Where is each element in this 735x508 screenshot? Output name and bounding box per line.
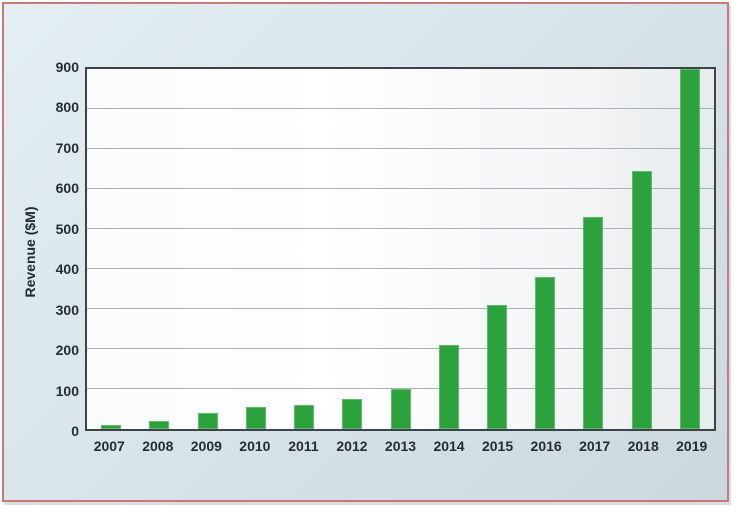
bar-2016: [535, 277, 556, 429]
bar-slot-2009: [183, 69, 231, 429]
gridline-300: [87, 308, 714, 309]
x-tick-label-2011: 2011: [288, 438, 319, 454]
y-tick-label-500: 500: [55, 220, 79, 237]
bar-2015: [486, 305, 507, 429]
bar-2019: [679, 69, 700, 429]
x-tick-label-2017: 2017: [579, 438, 611, 454]
bar-slot-2017: [569, 69, 617, 429]
bar-slot-2008: [135, 69, 183, 429]
y-tick-label-200: 200: [55, 342, 79, 359]
y-tick-label-400: 400: [55, 261, 79, 278]
plot-area: [85, 67, 716, 431]
x-tick-label-2016: 2016: [530, 438, 562, 454]
y-tick-label-600: 600: [55, 180, 79, 197]
gridline-100: [87, 388, 714, 389]
x-tick-label-2010: 2010: [239, 438, 271, 454]
x-tick-label-2015: 2015: [481, 438, 514, 454]
bar-slot-2016: [521, 69, 569, 429]
gridline-600: [87, 188, 714, 189]
bar-slot-2011: [280, 69, 328, 429]
bar-slot-2019: [666, 69, 714, 429]
bar-slot-2015: [473, 69, 521, 429]
bar-slot-2014: [425, 69, 473, 429]
y-tick-label-100: 100: [55, 382, 79, 399]
bar-2017: [583, 217, 604, 429]
x-tick-label-2012: 2012: [336, 438, 368, 454]
bar-slot-2012: [328, 69, 376, 429]
gridline-800: [87, 108, 714, 109]
gridline-200: [87, 348, 714, 349]
y-axis-title: Revenue ($M): [22, 206, 38, 298]
gridline-700: [87, 148, 714, 149]
y-tick-label-0: 0: [71, 423, 79, 439]
x-tick-label-2007: 2007: [93, 438, 125, 454]
bar-2013: [390, 389, 411, 429]
x-tick-label-2013: 2013: [384, 438, 417, 454]
bar-2018: [631, 171, 652, 429]
bar-2008: [149, 421, 170, 429]
x-tick-label-2009: 2009: [190, 438, 222, 454]
bar-2014: [438, 345, 459, 429]
bar-2011: [294, 405, 315, 429]
bar-2009: [197, 413, 218, 429]
bar-slot-2018: [618, 69, 666, 429]
y-tick-label-700: 700: [55, 139, 79, 156]
bar-2012: [342, 399, 363, 429]
y-tick-label-800: 800: [55, 99, 79, 116]
chart-panel: Revenue ($M) 0 100 200 300 400 500 600 700 800 90…: [2, 2, 729, 502]
y-tick-label-300: 300: [55, 301, 79, 318]
bar-slot-2007: [87, 69, 135, 429]
gridline-500: [87, 228, 714, 229]
x-tick-label-2019: 2019: [676, 438, 708, 454]
bar-2007: [101, 425, 122, 429]
bar-slot-2010: [232, 69, 280, 429]
y-tick-label-900: 900: [55, 59, 79, 75]
bars-layer: [87, 69, 714, 429]
x-tick-label-2008: 2008: [142, 438, 174, 454]
x-tick-label-2014: 2014: [433, 438, 465, 454]
gridline-400: [87, 268, 714, 269]
bar-slot-2013: [376, 69, 424, 429]
bar-2010: [245, 407, 266, 429]
x-tick-label-2018: 2018: [627, 438, 659, 454]
